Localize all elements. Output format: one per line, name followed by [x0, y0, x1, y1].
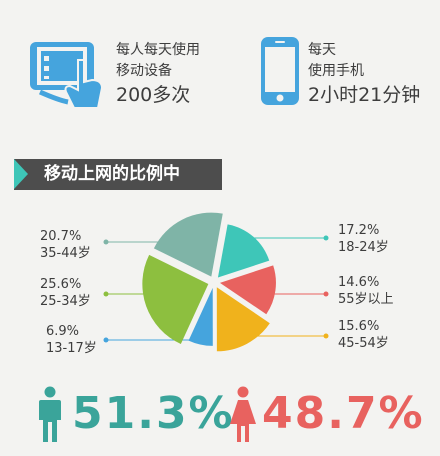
phone-line1: 每天: [308, 42, 336, 58]
devices-stat: 每人每天使用 移动设备 200多次: [116, 40, 200, 108]
label-18-24-name: 18-24岁: [338, 240, 389, 255]
female-icon: [230, 386, 256, 442]
slice-55-plus: [219, 265, 276, 315]
slice-13-17: [188, 287, 213, 346]
label-35-44-name: 35-44岁: [40, 246, 91, 261]
section-title-bar: 移动上网的比例中: [14, 159, 222, 190]
label-13-17-value: 6.9%: [46, 324, 80, 339]
label-25-34: 25.6% 25-34岁: [40, 276, 91, 310]
slice-13-17-leader-dot: [103, 337, 109, 343]
label-13-17-name: 13-17岁: [46, 341, 97, 356]
label-45-54: 15.6% 45-54岁: [338, 318, 389, 352]
male-icon: [39, 386, 61, 442]
female-percent: 48.7%: [262, 388, 425, 439]
slice-25-34: [142, 254, 209, 345]
label-45-54-value: 15.6%: [338, 319, 380, 334]
phone-stat: 每天 使用手机 2小时21分钟: [308, 40, 420, 108]
slice-18-24: [217, 224, 270, 278]
slice-45-54-leader-dot: [323, 333, 329, 339]
slice-45-54: [216, 287, 270, 352]
slice-55-plus-leader-dot: [323, 291, 329, 297]
label-55-plus: 14.6% 55岁以上: [338, 274, 394, 308]
slice-25-34-leader-dot: [103, 291, 109, 297]
phone-line2: 使用手机: [308, 63, 364, 79]
label-25-34-value: 25.6%: [40, 277, 82, 292]
slice-35-44-leader-dot: [103, 239, 109, 245]
label-35-44-value: 20.7%: [40, 229, 82, 244]
devices-line2: 移动设备: [116, 63, 172, 79]
label-13-17: 6.9% 13-17岁: [46, 323, 97, 357]
label-35-44: 20.7% 35-44岁: [40, 228, 91, 262]
label-45-54-name: 45-54岁: [338, 336, 389, 351]
slice-35-44: [153, 212, 223, 277]
label-18-24: 17.2% 18-24岁: [338, 222, 389, 256]
label-55-plus-value: 14.6%: [338, 275, 380, 290]
label-18-24-value: 17.2%: [338, 223, 380, 238]
triangle-marker-icon: [14, 159, 28, 189]
label-25-34-name: 25-34岁: [40, 294, 91, 309]
section-title: 移动上网的比例中: [44, 164, 180, 184]
phone-line3: 2小时21分钟: [308, 84, 421, 106]
label-55-plus-name: 55岁以上: [338, 292, 394, 307]
age-pie-chart: [103, 212, 329, 352]
male-percent: 51.3%: [72, 388, 235, 439]
devices-line3: 200多次: [116, 84, 191, 106]
devices-line1: 每人每天使用: [116, 42, 200, 58]
slice-18-24-leader-dot: [323, 235, 329, 241]
phone-icon: [261, 37, 299, 105]
tablet-hand-icon: [30, 42, 104, 109]
